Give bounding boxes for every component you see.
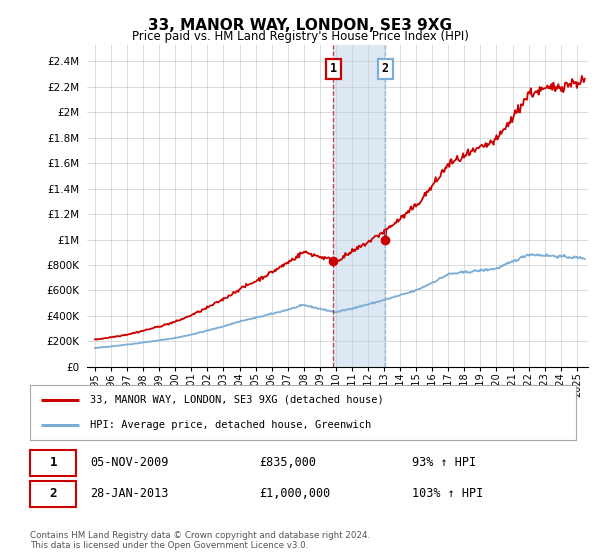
Text: 1: 1 [330,63,337,76]
Text: 05-NOV-2009: 05-NOV-2009 [90,456,169,469]
Text: 28-JAN-2013: 28-JAN-2013 [90,487,169,501]
FancyBboxPatch shape [30,481,76,507]
Text: 103% ↑ HPI: 103% ↑ HPI [412,487,484,501]
Text: Price paid vs. HM Land Registry's House Price Index (HPI): Price paid vs. HM Land Registry's House … [131,30,469,43]
FancyBboxPatch shape [30,450,76,475]
Text: HPI: Average price, detached house, Greenwich: HPI: Average price, detached house, Gree… [90,420,371,430]
Text: 2: 2 [50,487,57,501]
Text: £1,000,000: £1,000,000 [259,487,331,501]
Bar [334,45,385,367]
Text: 1: 1 [50,456,57,469]
Text: 33, MANOR WAY, LONDON, SE3 9XG (detached house): 33, MANOR WAY, LONDON, SE3 9XG (detached… [90,395,384,404]
Text: 33, MANOR WAY, LONDON, SE3 9XG: 33, MANOR WAY, LONDON, SE3 9XG [148,18,452,33]
Text: 93% ↑ HPI: 93% ↑ HPI [412,456,476,469]
Text: 2: 2 [382,63,389,76]
Text: Contains HM Land Registry data © Crown copyright and database right 2024.
This d: Contains HM Land Registry data © Crown c… [30,531,370,550]
Text: £835,000: £835,000 [259,456,316,469]
